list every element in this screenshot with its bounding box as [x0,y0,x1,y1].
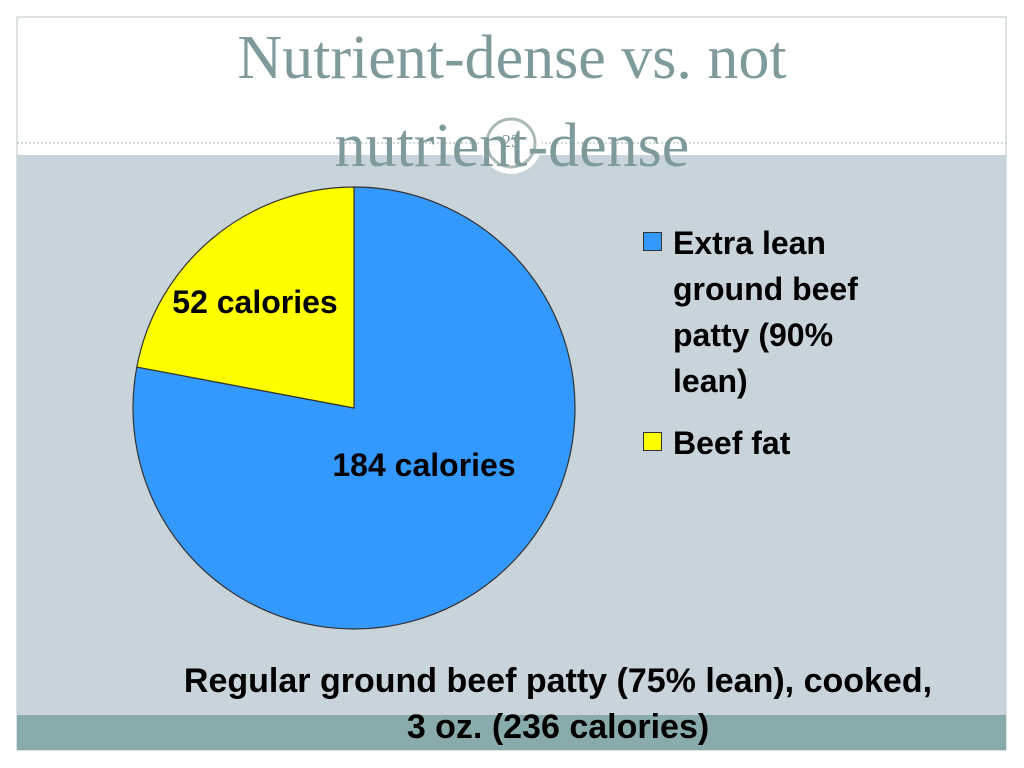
title: Nutrient-dense vs. not nutrient-dense [237,24,787,180]
caption: Regular ground beef patty (75% lean), co… [183,662,933,746]
legend-swatch [643,432,662,451]
pie [132,186,576,630]
legend-label: Extra lean ground beef patty (90% lean) [673,225,858,399]
slide-number: 23 [502,131,520,151]
number-ring [485,117,537,169]
value-label: 52 calories [172,284,338,320]
pie-slice [136,186,355,409]
number-badge [480,112,542,174]
footer-bar [17,715,1006,750]
value-label: 184 calories [332,447,516,483]
legend-swatch [643,232,662,251]
legend-label: Beef fat [673,425,791,461]
